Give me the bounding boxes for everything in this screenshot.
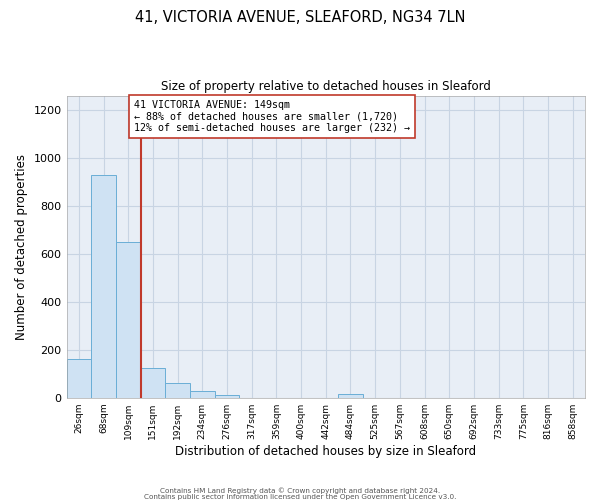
Bar bbox=[338, 394, 363, 398]
Bar bbox=[116, 242, 140, 398]
Text: 41 VICTORIA AVENUE: 149sqm
← 88% of detached houses are smaller (1,720)
12% of s: 41 VICTORIA AVENUE: 149sqm ← 88% of deta… bbox=[134, 100, 410, 134]
Bar bbox=[190, 391, 215, 398]
Bar bbox=[91, 174, 116, 398]
Bar bbox=[215, 396, 239, 398]
Y-axis label: Number of detached properties: Number of detached properties bbox=[15, 154, 28, 340]
Bar bbox=[140, 368, 165, 398]
Text: Contains HM Land Registry data © Crown copyright and database right 2024.: Contains HM Land Registry data © Crown c… bbox=[160, 488, 440, 494]
X-axis label: Distribution of detached houses by size in Sleaford: Distribution of detached houses by size … bbox=[175, 444, 476, 458]
Bar bbox=[165, 384, 190, 398]
Text: Contains public sector information licensed under the Open Government Licence v3: Contains public sector information licen… bbox=[144, 494, 456, 500]
Title: Size of property relative to detached houses in Sleaford: Size of property relative to detached ho… bbox=[161, 80, 491, 93]
Text: 41, VICTORIA AVENUE, SLEAFORD, NG34 7LN: 41, VICTORIA AVENUE, SLEAFORD, NG34 7LN bbox=[135, 10, 465, 25]
Bar bbox=[67, 360, 91, 398]
